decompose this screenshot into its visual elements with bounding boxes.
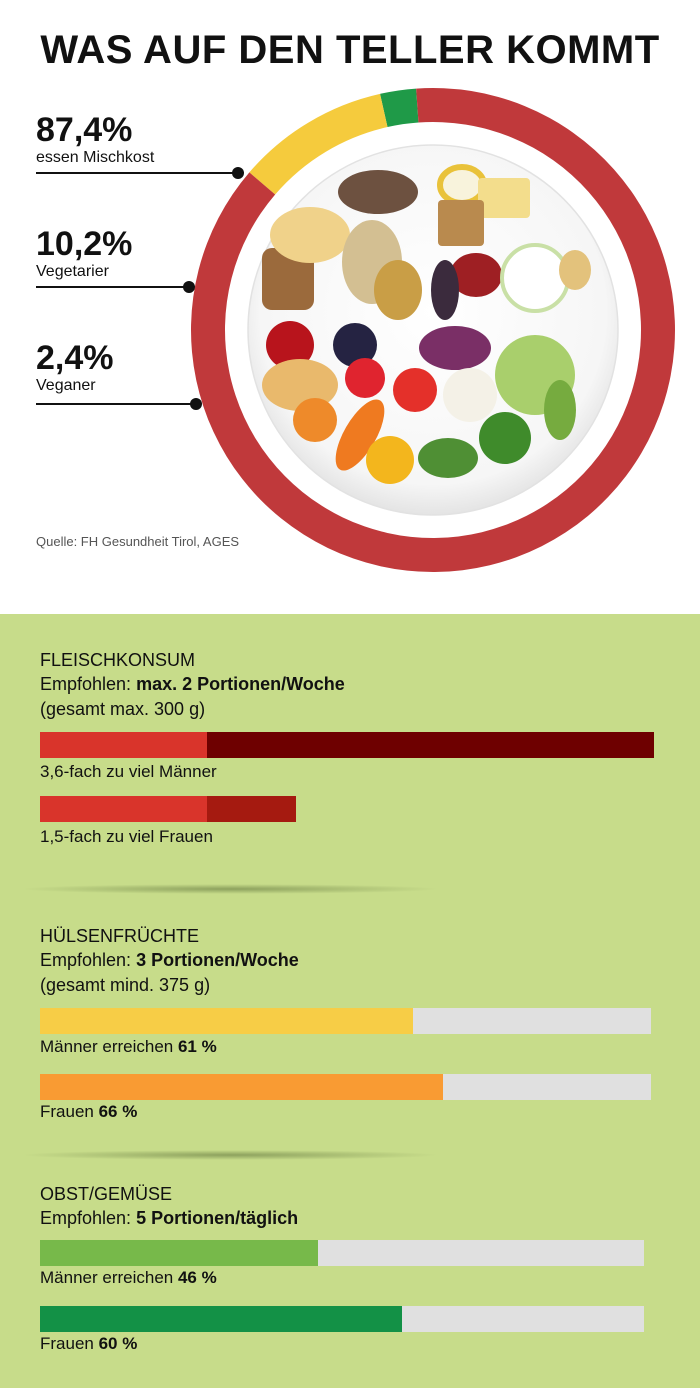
potato-illustration xyxy=(374,260,422,320)
pepper-illustration xyxy=(366,436,414,484)
legumes-women-label-prefix: Frauen xyxy=(40,1102,99,1121)
leader-line-mixed xyxy=(36,172,238,174)
meat-women-label: 1,5-fach zu viel Frauen xyxy=(40,827,213,846)
fruit-recommendation: Empfohlen: 5 Portionen/täglich xyxy=(40,1206,298,1230)
ring-segment-vegan xyxy=(380,88,419,128)
legumes-recommendation: Empfohlen: 3 Portionen/Woche xyxy=(40,948,299,972)
bread-illustration xyxy=(262,248,314,310)
leader-line-vegetarian xyxy=(36,286,189,288)
leader-dot-mixed xyxy=(232,167,244,179)
meat-section-title: FLEISCHKONSUM xyxy=(40,650,196,670)
stat-vegetarian: 10,2% Vegetarier xyxy=(36,226,132,282)
blackberries-illustration xyxy=(333,323,377,367)
fruit-women-bar xyxy=(40,1306,644,1332)
meat-note: (gesamt max. 300 g) xyxy=(40,699,206,719)
meat-recommendation-value: max. 2 Portionen/Woche xyxy=(136,674,345,694)
fruit-women-label: Frauen 60 % xyxy=(40,1333,137,1355)
meat-men-bar xyxy=(40,732,654,758)
fruit-men-bar xyxy=(40,1240,644,1266)
salad-illustration xyxy=(418,438,478,478)
meat-men-excess-segment xyxy=(207,732,654,758)
plate-food-illustration xyxy=(262,164,591,484)
fruit-men-label-prefix: Männer erreichen xyxy=(40,1268,178,1287)
divider-shadow xyxy=(20,1150,440,1160)
legumes-women-bar-fill xyxy=(40,1074,444,1100)
legumes-recommendation-prefix: Empfohlen: xyxy=(40,950,137,970)
bottom-section: FLEISCHKONSUM Empfohlen: max. 2 Portione… xyxy=(0,614,700,1388)
stat-vegan-value: 2,4% xyxy=(36,339,114,377)
fruit-men-bar-fill xyxy=(40,1240,318,1266)
diet-ring-chart xyxy=(190,88,675,572)
meat-women-recommended-segment xyxy=(40,796,208,822)
meat-illustration xyxy=(450,253,502,297)
top-section: WAS AUF DEN TELLER KOMMT xyxy=(0,0,700,614)
source-note: Quelle: FH Gesundheit Tirol, AGES xyxy=(36,534,240,549)
legumes-women-value: 66 % xyxy=(98,1102,138,1121)
legumes-section-title: HÜLSENFRÜCHTE xyxy=(40,926,200,946)
legumes-men-label-prefix: Männer erreichen xyxy=(40,1037,178,1056)
legumes-recommendation-value: 3 Portionen/Woche xyxy=(136,950,299,970)
cauliflower-illustration xyxy=(443,368,497,422)
quinoa-illustration xyxy=(338,170,418,214)
stat-vegan-label: Veganer xyxy=(36,377,96,394)
meat-women-bar xyxy=(40,796,654,822)
yogurt-illustration xyxy=(500,243,570,313)
fruit-recommendation-value: 5 Portionen/täglich xyxy=(136,1208,299,1228)
leader-dot-vegan xyxy=(190,398,202,410)
cabbage-illustration xyxy=(419,326,491,370)
meat-women-excess-segment xyxy=(207,796,296,822)
berries-illustration xyxy=(266,321,314,369)
legumes-note: (gesamt mind. 375 g) xyxy=(40,975,211,995)
meat-men-label: 3,6-fach zu viel Männer xyxy=(40,762,217,781)
stat-mixed-diet-value: 87,4% xyxy=(36,111,133,149)
broccoli-illustration xyxy=(479,412,531,464)
fruit-men-value: 46 % xyxy=(177,1268,217,1287)
egg-illustration xyxy=(437,164,487,206)
tofu-illustration xyxy=(438,200,484,246)
tomato-illustration xyxy=(393,368,437,412)
apple-illustration xyxy=(262,359,338,411)
stat-vegetarian-label: Vegetarier xyxy=(36,263,109,280)
fruit-recommendation-prefix: Empfohlen: xyxy=(40,1208,137,1228)
divider-shadow xyxy=(20,884,440,894)
legumes-men-label: Männer erreichen 61 % xyxy=(40,1036,217,1058)
carrot-illustration xyxy=(335,399,385,471)
leek-illustration xyxy=(544,380,576,440)
legumes-women-label: Frauen 66 % xyxy=(40,1101,137,1123)
fruit-section-title: OBST/GEMÜSE xyxy=(40,1184,173,1204)
nuts-illustration xyxy=(559,250,591,290)
cheese-illustration xyxy=(478,178,530,218)
legumes-women-bar xyxy=(40,1074,651,1100)
strawberry-illustration xyxy=(345,358,385,398)
meat-men-recommended-segment xyxy=(40,732,208,758)
orange-illustration xyxy=(293,398,337,442)
legumes-men-bar-fill xyxy=(40,1008,413,1034)
beans-illustration xyxy=(431,260,459,320)
fruit-women-bar-fill xyxy=(40,1306,403,1332)
leader-dot-vegetarian xyxy=(183,281,195,293)
legumes-men-bar xyxy=(40,1008,651,1034)
fruit-women-value: 60 % xyxy=(98,1334,138,1353)
fruit-women-label-prefix: Frauen xyxy=(40,1334,99,1353)
page-title: WAS AUF DEN TELLER KOMMT xyxy=(40,28,660,72)
legumes-men-value: 61 % xyxy=(177,1037,217,1056)
fruit-men-label: Männer erreichen 46 % xyxy=(40,1267,217,1289)
leader-line-vegan xyxy=(36,403,196,405)
stat-mixed-diet: 87,4% essen Mischkost xyxy=(36,112,154,168)
meat-recommendation: Empfohlen: max. 2 Portionen/Woche xyxy=(40,672,345,696)
stat-mixed-diet-label: essen Mischkost xyxy=(36,149,155,166)
meat-recommendation-prefix: Empfohlen: xyxy=(40,674,137,694)
pasta-illustration xyxy=(270,207,350,263)
stat-vegan: 2,4% Veganer xyxy=(36,340,114,396)
stat-vegetarian-value: 10,2% xyxy=(36,225,133,263)
ring-segment-vegetarian xyxy=(249,93,388,195)
